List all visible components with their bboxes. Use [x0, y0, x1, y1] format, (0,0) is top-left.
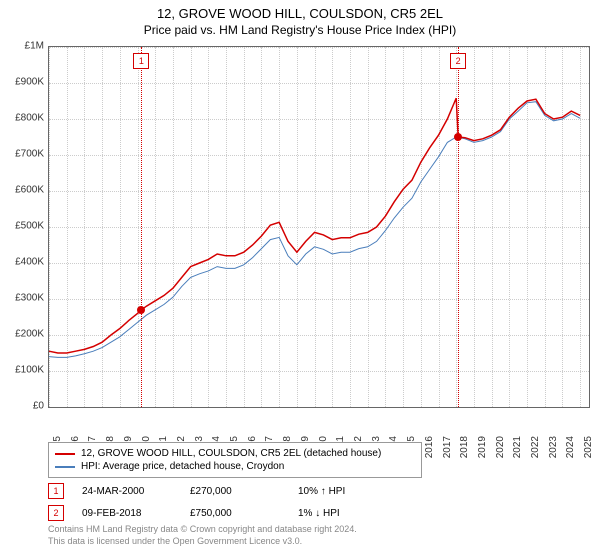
marker-line-2: [458, 47, 459, 407]
x-axis-label: 2020: [495, 436, 506, 458]
x-axis-label: 2023: [548, 436, 559, 458]
series-hpi: [49, 102, 580, 358]
legend-label: HPI: Average price, detached house, Croy…: [81, 461, 284, 472]
transactions-table: 1 24-MAR-2000 £270,000 10% ↑ HPI 2 09-FEB-201…: [48, 480, 388, 524]
chart-lines: [49, 47, 589, 407]
y-axis-label: £1M: [25, 41, 44, 52]
transaction-price: £750,000: [190, 508, 280, 519]
x-axis-label: 2019: [477, 436, 488, 458]
marker-box-1: 1: [133, 53, 149, 69]
page-title: 12, GROVE WOOD HILL, COULSDON, CR5 2EL: [0, 0, 600, 21]
marker-dot-1: [137, 306, 145, 314]
legend-item: 12, GROVE WOOD HILL, COULSDON, CR5 2EL (…: [55, 447, 415, 460]
transaction-marker: 2: [48, 505, 64, 521]
legend-item: HPI: Average price, detached house, Croy…: [55, 460, 415, 473]
page-subtitle: Price paid vs. HM Land Registry's House …: [0, 21, 600, 41]
x-axis-label: 2022: [530, 436, 541, 458]
footer-line-2: This data is licensed under the Open Gov…: [48, 536, 357, 548]
transaction-marker: 1: [48, 483, 64, 499]
transaction-price: £270,000: [190, 486, 280, 497]
y-axis-label: £600K: [15, 185, 44, 196]
y-axis-label: £700K: [15, 149, 44, 160]
transaction-date: 09-FEB-2018: [82, 508, 172, 519]
marker-box-2: 2: [450, 53, 466, 69]
transaction-date: 24-MAR-2000: [82, 486, 172, 497]
marker-dot-2: [454, 133, 462, 141]
legend-swatch: [55, 453, 75, 455]
transaction-row: 1 24-MAR-2000 £270,000 10% ↑ HPI: [48, 480, 388, 502]
legend-swatch: [55, 466, 75, 468]
series-property: [49, 98, 580, 353]
chart-plot-area: 12: [48, 46, 590, 408]
y-axis-label: £800K: [15, 113, 44, 124]
x-axis-label: 2016: [424, 436, 435, 458]
legend: 12, GROVE WOOD HILL, COULSDON, CR5 2EL (…: [48, 442, 422, 478]
footer-line-1: Contains HM Land Registry data © Crown c…: [48, 524, 357, 536]
x-axis-label: 2025: [583, 436, 594, 458]
x-axis-label: 2021: [512, 436, 523, 458]
y-axis-label: £300K: [15, 293, 44, 304]
y-axis-label: £100K: [15, 365, 44, 376]
x-axis-label: 2017: [442, 436, 453, 458]
chart-container: 12, GROVE WOOD HILL, COULSDON, CR5 2EL P…: [0, 0, 600, 560]
transaction-delta: 10% ↑ HPI: [298, 486, 388, 497]
y-axis-label: £200K: [15, 329, 44, 340]
y-axis-label: £500K: [15, 221, 44, 232]
y-axis-label: £0: [33, 401, 44, 412]
marker-line-1: [141, 47, 142, 407]
y-axis-label: £400K: [15, 257, 44, 268]
footer-attribution: Contains HM Land Registry data © Crown c…: [48, 524, 357, 547]
transaction-delta: 1% ↓ HPI: [298, 508, 388, 519]
x-axis-label: 2018: [459, 436, 470, 458]
y-axis-label: £900K: [15, 77, 44, 88]
transaction-row: 2 09-FEB-2018 £750,000 1% ↓ HPI: [48, 502, 388, 524]
x-axis-label: 2024: [565, 436, 576, 458]
legend-label: 12, GROVE WOOD HILL, COULSDON, CR5 2EL (…: [81, 448, 381, 459]
